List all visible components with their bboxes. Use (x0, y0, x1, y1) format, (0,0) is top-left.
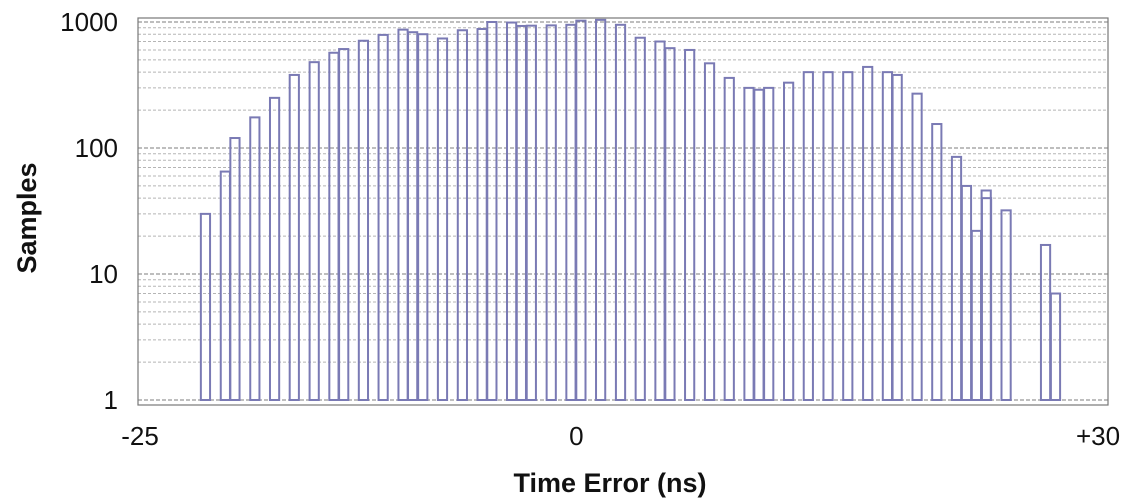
histogram-bar (911, 92, 923, 401)
histogram-bar (338, 48, 350, 402)
x-axis-title: Time Error (ns) (513, 468, 706, 498)
histogram-bar (486, 21, 498, 401)
y-tick-label: 1 (104, 385, 118, 415)
histogram-bar (783, 81, 795, 402)
histogram-bar (614, 23, 627, 402)
histogram-bar (822, 71, 834, 401)
y-axis-title: Samples (12, 162, 42, 273)
histogram-bar (980, 197, 993, 401)
histogram-bar (664, 47, 676, 401)
histogram-bar (763, 86, 775, 401)
histogram-bar (436, 37, 449, 401)
histogram-bar (1000, 209, 1012, 401)
histogram-bar (229, 137, 241, 401)
histogram-bar (703, 62, 716, 401)
plot-frame (137, 17, 1109, 406)
histogram-bar (268, 96, 281, 401)
histogram-bar (456, 29, 468, 401)
histogram-bar (525, 24, 537, 402)
histogram-bar (308, 61, 320, 401)
histogram-bar (288, 73, 300, 401)
tick-labels: 1 10 100 1000 -25 0 +30 (60, 7, 1120, 451)
histogram-bar (802, 71, 814, 401)
y-tick-label: 100 (75, 133, 118, 163)
histogram-bar (545, 24, 557, 401)
histogram-bar (723, 76, 735, 401)
histogram-bar (684, 48, 696, 401)
y-tick-label: 1000 (60, 7, 118, 37)
histogram-bar (634, 36, 646, 401)
y-tick-label: 10 (89, 259, 118, 289)
histogram-bar (199, 212, 212, 401)
histogram-bar (575, 19, 587, 401)
x-tick-label: +30 (1076, 421, 1120, 451)
histogram-bar (595, 18, 607, 402)
histogram-bar (931, 123, 943, 401)
x-tick-label: -25 (121, 421, 159, 451)
histogram-bar (1049, 292, 1062, 401)
histogram-bar (249, 116, 261, 402)
histogram-bar (891, 73, 903, 401)
histogram-bar (862, 65, 874, 402)
histogram-bars (199, 18, 1062, 402)
histogram-bar (377, 33, 389, 401)
histogram-bar (357, 39, 370, 401)
x-tick-label: 0 (569, 421, 583, 451)
histogram-bar (842, 71, 854, 401)
histogram-bar (417, 33, 429, 401)
